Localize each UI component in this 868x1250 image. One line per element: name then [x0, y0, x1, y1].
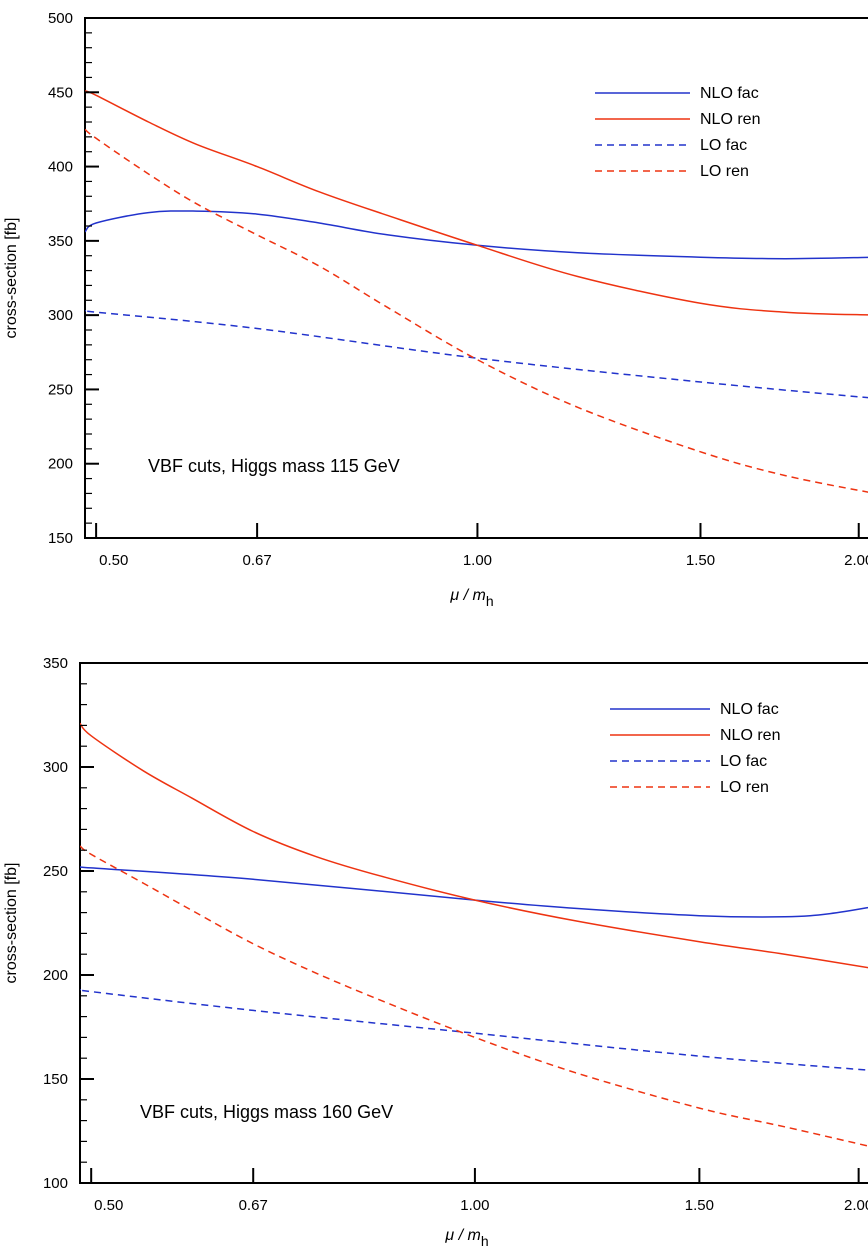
- x-tick-label: 1.00: [463, 552, 492, 569]
- y-tick-label: 150: [48, 530, 73, 547]
- y-tick-label: 450: [48, 84, 73, 101]
- chart-115-gev: 150 200 250 300 350 400 450 500 0.50 0.67 1.00 1.5…: [3, 10, 868, 609]
- series-layer: [85, 90, 868, 493]
- y-axis-ticks: 150 200 250 300 350 400 450 500: [48, 10, 99, 547]
- y-tick-label: 300: [43, 759, 68, 776]
- x-tick-label: 1.50: [685, 1197, 714, 1214]
- legend-label: NLO ren: [700, 111, 760, 128]
- y-tick-label: 250: [43, 863, 68, 880]
- series-line-nlo-fac: [85, 210, 868, 260]
- x-axis-label-sub: h: [481, 1233, 489, 1249]
- y-tick-label: 500: [48, 10, 73, 27]
- chart-annotation: VBF cuts, Higgs mass 160 GeV: [140, 1102, 393, 1122]
- series-line-lo-fac: [80, 988, 868, 1071]
- legend: NLO fac NLO ren LO fac LO ren: [595, 85, 760, 180]
- legend-label: LO fac: [700, 137, 747, 154]
- legend: NLO fac NLO ren LO fac LO ren: [610, 701, 780, 796]
- y-tick-label: 200: [48, 456, 73, 473]
- series-line-nlo-fac: [80, 866, 868, 918]
- x-axis-ticks: 0.50 0.67 1.00 1.50 2.00: [90, 1168, 868, 1214]
- plot-frame: [84, 17, 868, 539]
- series-line-nlo-ren: [80, 722, 868, 969]
- y-tick-label: 250: [48, 381, 73, 398]
- y-axis-label: cross-section [fb]: [3, 863, 20, 984]
- legend-label: NLO fac: [700, 85, 759, 102]
- y-tick-label: 100: [43, 1175, 68, 1192]
- x-tick-label: 2.00: [844, 552, 868, 569]
- y-tick-label: 200: [43, 967, 68, 984]
- y-tick-label: 350: [43, 655, 68, 672]
- x-tick-label: 2.00: [844, 1197, 868, 1214]
- y-tick-label: 400: [48, 159, 73, 176]
- legend-label: LO ren: [720, 779, 769, 796]
- y-tick-label: 150: [43, 1071, 68, 1088]
- legend-label: NLO fac: [720, 701, 779, 718]
- y-axis-label: cross-section [fb]: [3, 218, 20, 339]
- x-axis-label-main: μ / m: [449, 587, 485, 604]
- x-tick-label: 1.00: [460, 1197, 489, 1214]
- x-axis-ticks: 0.50 0.67 1.00 1.50 2.00: [95, 523, 868, 569]
- legend-label: NLO ren: [720, 727, 780, 744]
- x-axis-label-main: μ / m: [444, 1227, 480, 1244]
- plot-frame: [79, 662, 868, 1184]
- x-tick-label: 0.67: [243, 552, 272, 569]
- x-axis-label: μ / mh: [444, 1227, 488, 1249]
- x-tick-label: 0.67: [239, 1197, 268, 1214]
- x-tick-label: 1.50: [686, 552, 715, 569]
- y-tick-label: 350: [48, 233, 73, 250]
- x-axis-label-sub: h: [486, 593, 494, 609]
- chart-annotation: VBF cuts, Higgs mass 115 GeV: [148, 456, 400, 476]
- legend-label: LO fac: [720, 753, 767, 770]
- series-layer: [80, 722, 868, 1147]
- series-line-lo-ren: [80, 845, 868, 1147]
- x-tick-label: 0.50: [94, 1197, 123, 1214]
- series-line-lo-fac: [85, 309, 868, 399]
- x-axis-label: μ / mh: [449, 587, 493, 609]
- legend-label: LO ren: [700, 163, 749, 180]
- y-tick-label: 300: [48, 307, 73, 324]
- x-tick-label: 0.50: [99, 552, 128, 569]
- series-line-lo-ren: [85, 128, 868, 493]
- y-axis-ticks: 100 150 200 250 300 350: [43, 655, 94, 1192]
- series-line-nlo-ren: [85, 90, 868, 316]
